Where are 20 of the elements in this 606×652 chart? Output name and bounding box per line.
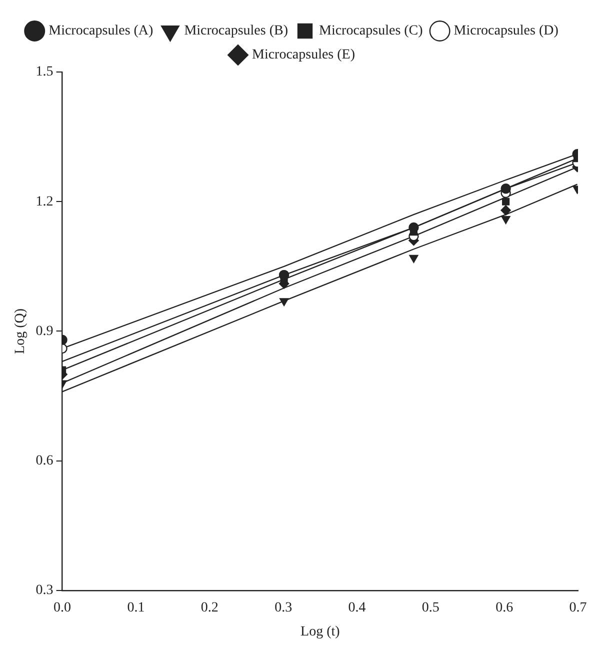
legend-label: Microcapsules (D)	[454, 24, 559, 39]
x-tick-label: 0.1	[127, 600, 145, 616]
x-tick-label: 0.0	[54, 600, 72, 616]
y-tick-label: 1.2	[36, 194, 54, 210]
x-tick-label: 0.3	[274, 600, 292, 616]
legend-label: Microcapsules (E)	[252, 48, 356, 63]
x-tick-label: 0.4	[348, 600, 366, 616]
x-tick-label: 0.5	[422, 600, 440, 616]
x-tick-label: 0.6	[496, 600, 514, 616]
y-tick-label: 0.3	[36, 583, 54, 598]
x-tick-label: 0.2	[200, 600, 218, 616]
legend-label: Microcapsules (A)	[48, 24, 154, 39]
y-tick-label: 1.5	[36, 64, 54, 80]
legend-label: Microcapsules (C)	[319, 24, 424, 39]
y-axis-title: Log (Q)	[13, 308, 28, 354]
x-axis-title: Log (t)	[300, 624, 340, 640]
y-tick-label: 0.6	[36, 453, 54, 468]
y-tick-label: 0.9	[36, 324, 54, 339]
legend-label: Microcapsules (B)	[184, 24, 288, 39]
x-tick-label: 0.7	[569, 600, 587, 616]
